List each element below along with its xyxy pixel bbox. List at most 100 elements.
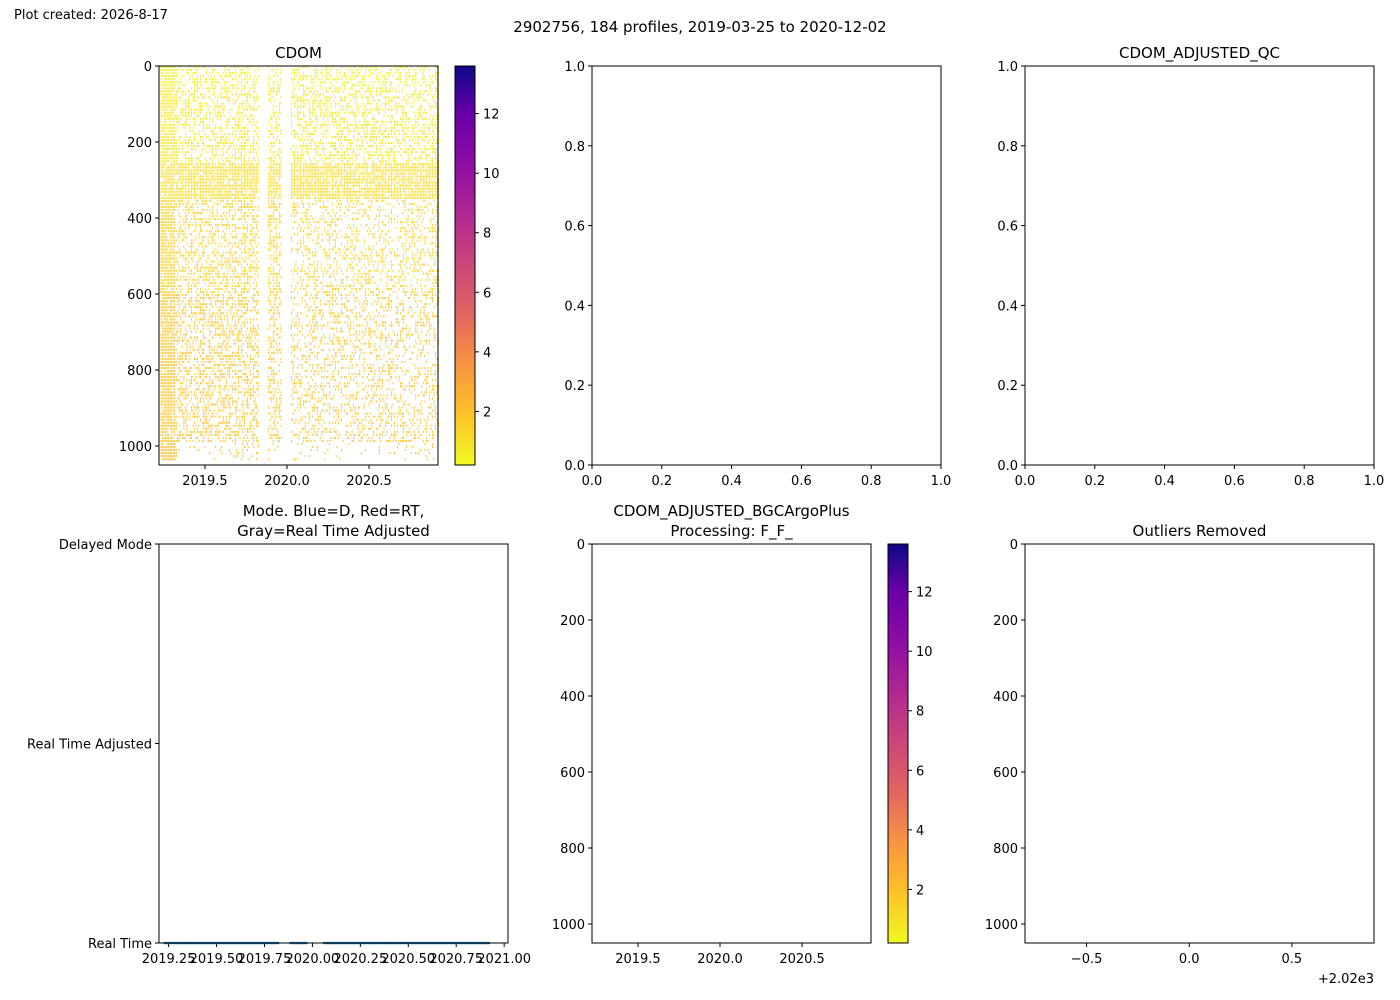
heatmap-cell	[227, 245, 229, 248]
heatmap-cell	[216, 211, 218, 215]
heatmap-cell	[169, 236, 171, 239]
heatmap-cell	[256, 154, 258, 157]
heatmap-cell	[244, 275, 246, 278]
heatmap-cell	[201, 190, 203, 193]
heatmap-cell	[192, 348, 194, 351]
heatmap-cell	[228, 169, 230, 172]
heatmap-cell	[230, 90, 232, 93]
heatmap-cell	[204, 281, 206, 284]
heatmap-cell	[257, 351, 259, 354]
heatmap-cell	[209, 394, 211, 397]
heatmap-cell	[190, 251, 192, 254]
heatmap-cell	[174, 172, 176, 175]
heatmap-cell	[189, 221, 191, 224]
heatmap-cell	[240, 181, 242, 184]
heatmap-cell	[189, 324, 191, 327]
heatmap-cell	[163, 436, 165, 440]
heatmap-cell	[227, 424, 229, 427]
heatmap-cell	[224, 385, 226, 388]
heatmap-cell	[160, 114, 162, 117]
heatmap-cell	[269, 266, 271, 269]
heatmap-cell	[165, 424, 167, 427]
heatmap-cell	[189, 224, 191, 227]
heatmap-cell	[228, 251, 230, 254]
heatmap-cell	[250, 318, 252, 321]
heatmap-cell	[200, 108, 202, 111]
heatmap-cell	[172, 436, 174, 440]
heatmap-cell	[178, 397, 180, 400]
heatmap-cell	[245, 251, 247, 254]
heatmap-cell	[190, 366, 192, 370]
heatmap-cell	[233, 300, 235, 303]
heatmap-cell	[168, 385, 170, 388]
heatmap-cell	[236, 93, 238, 96]
heatmap-cell	[162, 342, 164, 345]
heatmap-cell	[201, 382, 203, 385]
heatmap-cell	[183, 224, 185, 227]
heatmap-cell	[172, 166, 174, 169]
heatmap-cell	[166, 199, 168, 202]
heatmap-cell	[272, 111, 274, 114]
heatmap-cell	[174, 327, 176, 330]
heatmap-cell	[244, 205, 246, 208]
heatmap-cell	[248, 120, 250, 123]
heatmap-cell	[203, 120, 205, 123]
heatmap-cell	[193, 379, 195, 382]
heatmap-cell	[231, 205, 233, 208]
heatmap-cell	[184, 99, 186, 102]
heatmap-cell	[166, 388, 168, 391]
heatmap-cell	[253, 218, 255, 221]
heatmap-cell	[209, 354, 211, 357]
heatmap-cell	[253, 385, 255, 388]
heatmap-cell	[218, 251, 220, 254]
heatmap-cell	[213, 385, 215, 388]
heatmap-cell	[201, 433, 203, 436]
heatmap-cell	[181, 415, 183, 418]
heatmap-cell	[213, 409, 215, 412]
heatmap-cell	[209, 145, 211, 148]
heatmap-cell	[200, 181, 202, 184]
heatmap-cell	[169, 269, 171, 272]
heatmap-cell	[165, 160, 167, 163]
heatmap-cell	[250, 370, 252, 373]
heatmap-cell	[224, 366, 226, 370]
heatmap-cell	[272, 169, 274, 172]
heatmap-cell	[247, 290, 249, 294]
heatmap-cell	[245, 163, 247, 166]
heatmap-cell	[275, 318, 277, 321]
heatmap-cell	[271, 366, 273, 370]
heatmap-cell	[222, 418, 224, 421]
heatmap-cell	[203, 412, 205, 415]
heatmap-cell	[222, 163, 224, 166]
heatmap-cell	[210, 75, 212, 78]
heatmap-cell	[234, 363, 236, 367]
heatmap-cell	[163, 370, 165, 373]
heatmap-cell	[168, 138, 170, 142]
heatmap-cell	[166, 357, 168, 360]
heatmap-cell	[216, 190, 218, 193]
heatmap-cell	[272, 290, 274, 294]
heatmap-cell	[230, 157, 232, 160]
heatmap-cell	[221, 181, 223, 184]
heatmap-cell	[171, 151, 173, 154]
heatmap-cell	[177, 126, 179, 129]
heatmap-cell	[175, 196, 177, 199]
heatmap-cell	[230, 263, 232, 266]
heatmap-cell	[195, 202, 197, 205]
heatmap-cell	[269, 239, 271, 242]
heatmap-cell	[174, 242, 176, 245]
heatmap-cell	[184, 205, 186, 208]
heatmap-cell	[219, 415, 221, 418]
heatmap-cell	[186, 370, 188, 373]
heatmap-cell	[221, 78, 223, 81]
heatmap-cell	[163, 351, 165, 354]
heatmap-cell	[207, 257, 209, 260]
heatmap-cell	[163, 400, 165, 403]
heatmap-cell	[237, 281, 239, 284]
heatmap-cell	[174, 166, 176, 169]
heatmap-cell	[175, 330, 177, 333]
heatmap-cell	[247, 403, 249, 406]
heatmap-cell	[274, 151, 276, 154]
heatmap-cell	[216, 199, 218, 202]
heatmap-cell	[201, 242, 203, 245]
